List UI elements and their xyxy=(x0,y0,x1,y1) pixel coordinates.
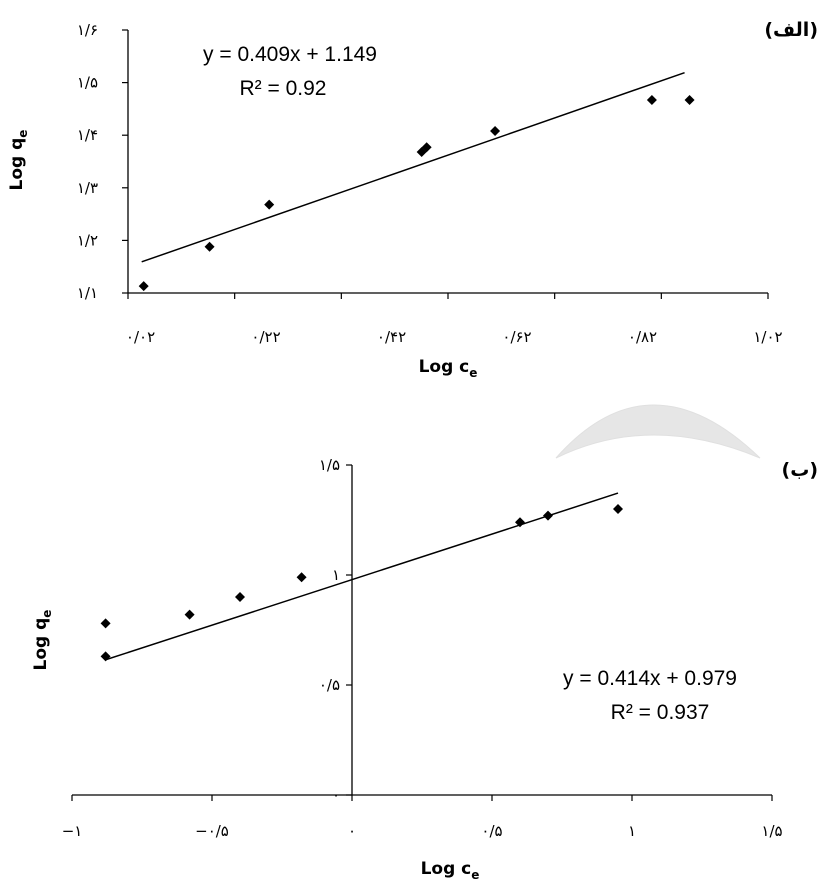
chart-a-y-tick-label: ۱/۳ xyxy=(77,179,98,197)
chart-b-point xyxy=(543,510,553,521)
chart-b-point xyxy=(100,618,111,629)
chart-a-trendline xyxy=(141,71,685,263)
chart-b-panel-label: (ب) xyxy=(782,459,818,481)
chart-b-axes xyxy=(71,464,773,801)
chart-a-y-tick-label: ۱/۶ xyxy=(77,21,98,39)
chart-b-y-tick-label: ۰/۵ xyxy=(319,676,340,694)
chart-a-trendline-group xyxy=(141,71,685,263)
chart-a-equation: y = 0.409x + 1.149 xyxy=(203,43,377,66)
chart-b-trendline-group xyxy=(105,492,619,661)
chart-b-ylabel-main: Log q xyxy=(31,618,51,671)
watermark-arc-icon xyxy=(555,404,761,459)
chart-b-r2: R² = 0.937 xyxy=(611,701,710,724)
chart-a-panel-label: (الف) xyxy=(764,19,818,41)
chart-a: (الف) ۱/۱ ۱/۲ ۱/۳ ۱/۴ ۱/۵ ۱/۶ ۰/۰۲ ۰/۲۲ ۰/۴۲ ۰/۶… xyxy=(7,19,818,380)
chart-b-x-tick-label: −۰/۵ xyxy=(195,822,229,840)
chart-b-y-tick-label: ۱ xyxy=(332,566,340,584)
chart-b-x-tick-label: −۱ xyxy=(62,822,83,840)
chart-a-points xyxy=(138,94,695,292)
chart-a-x-tick-label: ۰/۸۲ xyxy=(628,328,657,346)
chart-b-point xyxy=(613,504,623,514)
chart-a-axes xyxy=(122,29,769,299)
chart-b-x-tick-label: ۱/۵ xyxy=(761,822,782,840)
chart-a-point xyxy=(646,94,657,105)
chart-b-point xyxy=(515,517,525,528)
chart-a-x-tick-labels: ۰/۰۲ ۰/۲۲ ۰/۴۲ ۰/۶۲ ۰/۸۲ ۱/۰۲ xyxy=(126,328,783,346)
chart-b-point xyxy=(296,572,307,583)
chart-b-x-tick-label: ۱ xyxy=(628,822,636,840)
chart-b-y-tick-label: ۰ xyxy=(332,786,340,804)
chart-a-point xyxy=(204,241,215,252)
chart-b-y-axis-label: Log qe xyxy=(31,610,54,671)
chart-b-point xyxy=(100,651,111,662)
chart-a-xlabel-main: Log c xyxy=(419,357,470,377)
chart-a-y-tick-label: ۱/۲ xyxy=(77,231,98,249)
chart-b-x-tick-label: ۰/۵ xyxy=(481,822,502,840)
chart-a-y-tick-label: ۱/۴ xyxy=(77,126,98,144)
chart-a-r2: R² = 0.92 xyxy=(240,77,327,100)
chart-a-x-tick-label: ۰/۲۲ xyxy=(251,328,280,346)
chart-a-x-tick-label: ۰/۰۲ xyxy=(126,328,155,346)
chart-b-points xyxy=(100,504,623,662)
chart-a-y-tick-labels: ۱/۱ ۱/۲ ۱/۳ ۱/۴ ۱/۵ ۱/۶ xyxy=(77,21,98,302)
chart-a-point xyxy=(684,94,695,105)
chart-a-y-tick-label: ۱/۵ xyxy=(77,74,98,92)
chart-b-trendline xyxy=(105,492,619,661)
chart-b-xlabel-main: Log c xyxy=(421,859,472,879)
chart-a-y-tick-label: ۱/۱ xyxy=(77,284,98,302)
chart-a-xlabel-sub: e xyxy=(469,366,477,380)
chart-b-equation: y = 0.414x + 0.979 xyxy=(563,667,737,690)
chart-a-x-tick-label: ۰/۶۲ xyxy=(502,328,531,346)
chart-a-point xyxy=(138,281,149,292)
chart-b-x-tick-labels: −۱ −۰/۵ ۰ ۰/۵ ۱ ۱/۵ xyxy=(62,822,783,840)
chart-a-point xyxy=(490,125,501,136)
chart-a-x-tick-label: ۰/۴۲ xyxy=(377,328,406,346)
chart-a-y-axis-label: Log qe xyxy=(7,130,30,191)
chart-a-x-tick-label: ۱/۰۲ xyxy=(753,328,782,346)
chart-b-x-axis-label: Log ce xyxy=(421,859,480,882)
chart-a-point xyxy=(264,199,275,210)
chart-b: (ب) ۰ ۰/۵ ۱ ۱/۵ −۱ −۰/۵ ۰ ۰/۵ ۱ ۱/۵ y = 0.414x +… xyxy=(31,456,818,882)
chart-b-y-tick-label: ۱/۵ xyxy=(319,456,340,474)
chart-b-point xyxy=(235,592,245,602)
chart-b-y-tick-labels: ۰ ۰/۵ ۱ ۱/۵ xyxy=(319,456,340,804)
chart-a-ylabel-main: Log q xyxy=(7,138,27,191)
chart-b-ylabel-sub: e xyxy=(40,610,54,618)
chart-a-x-axis-label: Log ce xyxy=(419,357,478,380)
chart-b-point xyxy=(184,609,195,620)
chart-a-ylabel-sub: e xyxy=(16,130,30,138)
chart-b-xlabel-sub: e xyxy=(471,868,479,882)
chart-b-x-tick-label: ۰ xyxy=(348,822,356,840)
chart-a-point xyxy=(421,142,432,153)
